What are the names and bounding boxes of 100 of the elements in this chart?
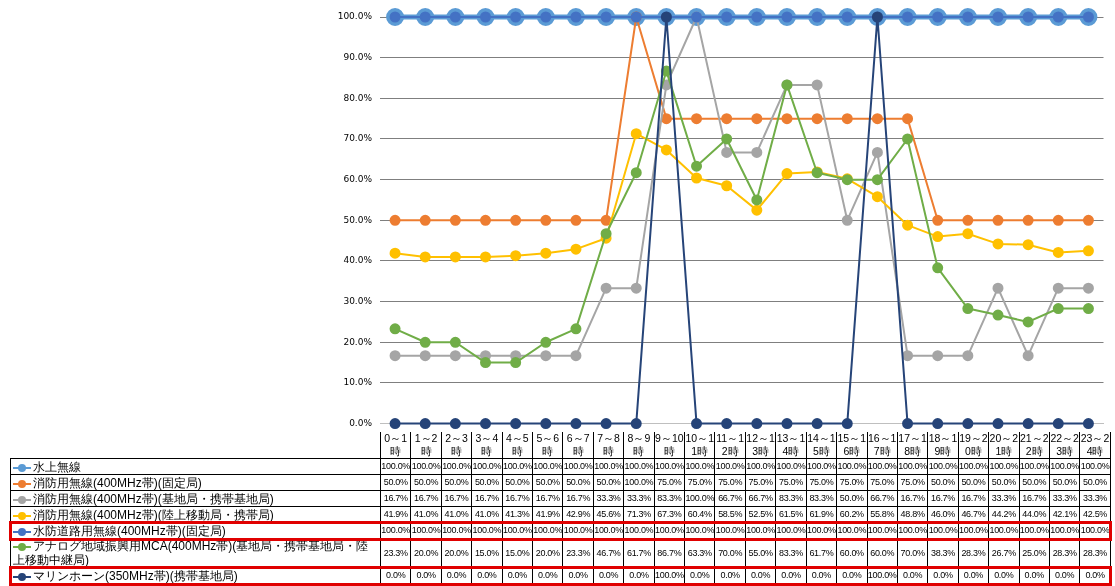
data-label: 100.0% [1079, 458, 1111, 475]
y-tick-label: 50.0% [343, 214, 373, 225]
data-label: 100.0% [623, 522, 655, 539]
data-label: 100.0% [532, 458, 563, 475]
data-label: 0.0% [532, 567, 563, 584]
data-label: 50.0% [836, 490, 867, 507]
y-tick-label: 10.0% [343, 377, 373, 388]
data-label: 45.6% [593, 506, 624, 523]
data-label: 100.0% [441, 522, 472, 539]
x-tick-label: 7～8時 [593, 432, 624, 459]
x-tick-label: 17～18時 [897, 432, 928, 459]
data-label: 83.3% [654, 490, 685, 507]
x-tick-label: 13～14時 [775, 432, 807, 459]
x-tick-label: 22～23時 [1049, 432, 1080, 459]
data-label: 100.0% [927, 522, 959, 539]
data-label: 41.9% [380, 506, 411, 523]
data-label: 16.7% [958, 490, 989, 507]
data-label: 0.0% [836, 567, 867, 584]
data-label: 46.7% [958, 506, 989, 523]
data-label: 15.0% [502, 538, 533, 568]
data-label: 16.7% [897, 490, 928, 507]
x-tick-label: 16～17時 [867, 432, 898, 459]
data-label: 100.0% [806, 458, 837, 475]
x-tick-label: 10～11時 [684, 432, 715, 459]
data-label: 67.3% [654, 506, 685, 523]
data-label: 0.0% [927, 567, 959, 584]
y-tick-label: 70.0% [343, 133, 373, 144]
x-tick-label: 9～10時 [654, 432, 685, 459]
data-label: 16.7% [502, 490, 533, 507]
data-label: 0.0% [623, 567, 655, 584]
legend-label: 水上無線 [10, 458, 381, 475]
data-label: 100.0% [1019, 458, 1050, 475]
y-tick-label: 40.0% [343, 255, 373, 266]
data-label: 50.0% [958, 474, 989, 491]
data-label: 28.3% [1079, 538, 1111, 568]
data-label: 60.0% [836, 538, 867, 568]
data-label: 83.3% [775, 490, 807, 507]
data-label: 48.8% [897, 506, 928, 523]
data-label: 50.0% [532, 474, 563, 491]
x-tick-label: 4～5時 [502, 432, 533, 459]
data-label: 100.0% [714, 458, 746, 475]
data-label: 50.0% [502, 474, 533, 491]
x-tick-label: 3～4時 [471, 432, 503, 459]
data-label: 83.3% [775, 538, 807, 568]
data-label: 100.0% [562, 458, 594, 475]
data-label: 33.3% [1049, 490, 1080, 507]
data-label: 41.9% [532, 506, 563, 523]
data-label: 16.7% [471, 490, 503, 507]
data-label: 33.3% [623, 490, 655, 507]
data-label: 41.0% [410, 506, 442, 523]
data-label: 100.0% [836, 522, 867, 539]
y-tick-label: 100.0% [337, 11, 373, 22]
data-label: 100.0% [593, 458, 624, 475]
data-label: 42.9% [562, 506, 594, 523]
data-label: 16.7% [441, 490, 472, 507]
data-label: 100.0% [684, 522, 715, 539]
data-label: 63.3% [684, 538, 715, 568]
data-label: 66.7% [867, 490, 898, 507]
data-label: 0.0% [562, 567, 594, 584]
legend-label: 消防用無線(400MHz帯)(基地局・携帯基地局) [10, 490, 381, 507]
data-label: 61.7% [806, 538, 837, 568]
data-label: 100.0% [958, 522, 989, 539]
data-label: 50.0% [988, 474, 1020, 491]
x-tick-label: 1～2時 [410, 432, 442, 459]
data-label: 0.0% [806, 567, 837, 584]
data-label: 75.0% [714, 474, 746, 491]
data-label: 100.0% [502, 522, 533, 539]
data-label: 100.0% [775, 458, 807, 475]
x-tick-label: 0～1時 [380, 432, 411, 459]
data-label: 28.3% [1049, 538, 1080, 568]
data-label: 0.0% [684, 567, 715, 584]
x-tick-label: 2～3時 [441, 432, 472, 459]
data-label: 15.0% [471, 538, 503, 568]
data-label: 100.0% [1079, 522, 1111, 539]
data-label: 23.3% [562, 538, 594, 568]
data-label: 100.0% [1049, 522, 1080, 539]
data-label: 100.0% [471, 522, 503, 539]
data-label: 75.0% [806, 474, 837, 491]
data-label: 100.0% [714, 522, 746, 539]
data-label: 50.0% [410, 474, 442, 491]
y-tick-label: 80.0% [343, 92, 373, 103]
data-label: 100.0% [623, 458, 655, 475]
data-label: 44.0% [1019, 506, 1050, 523]
data-label: 100.0% [1049, 458, 1080, 475]
data-label: 44.2% [988, 506, 1020, 523]
data-label: 70.0% [714, 538, 746, 568]
data-label: 100.0% [836, 458, 867, 475]
data-label: 75.0% [684, 474, 715, 491]
data-label: 75.0% [836, 474, 867, 491]
data-label: 50.0% [380, 474, 411, 491]
data-label: 50.0% [1079, 474, 1111, 491]
data-label: 61.9% [806, 506, 837, 523]
data-label: 100.0% [897, 458, 928, 475]
data-label: 86.7% [654, 538, 685, 568]
data-label: 100.0% [745, 458, 776, 475]
data-label: 0.0% [1079, 567, 1111, 584]
data-label: 20.0% [532, 538, 563, 568]
data-label: 0.0% [897, 567, 928, 584]
data-label: 46.7% [593, 538, 624, 568]
data-label: 16.7% [380, 490, 411, 507]
